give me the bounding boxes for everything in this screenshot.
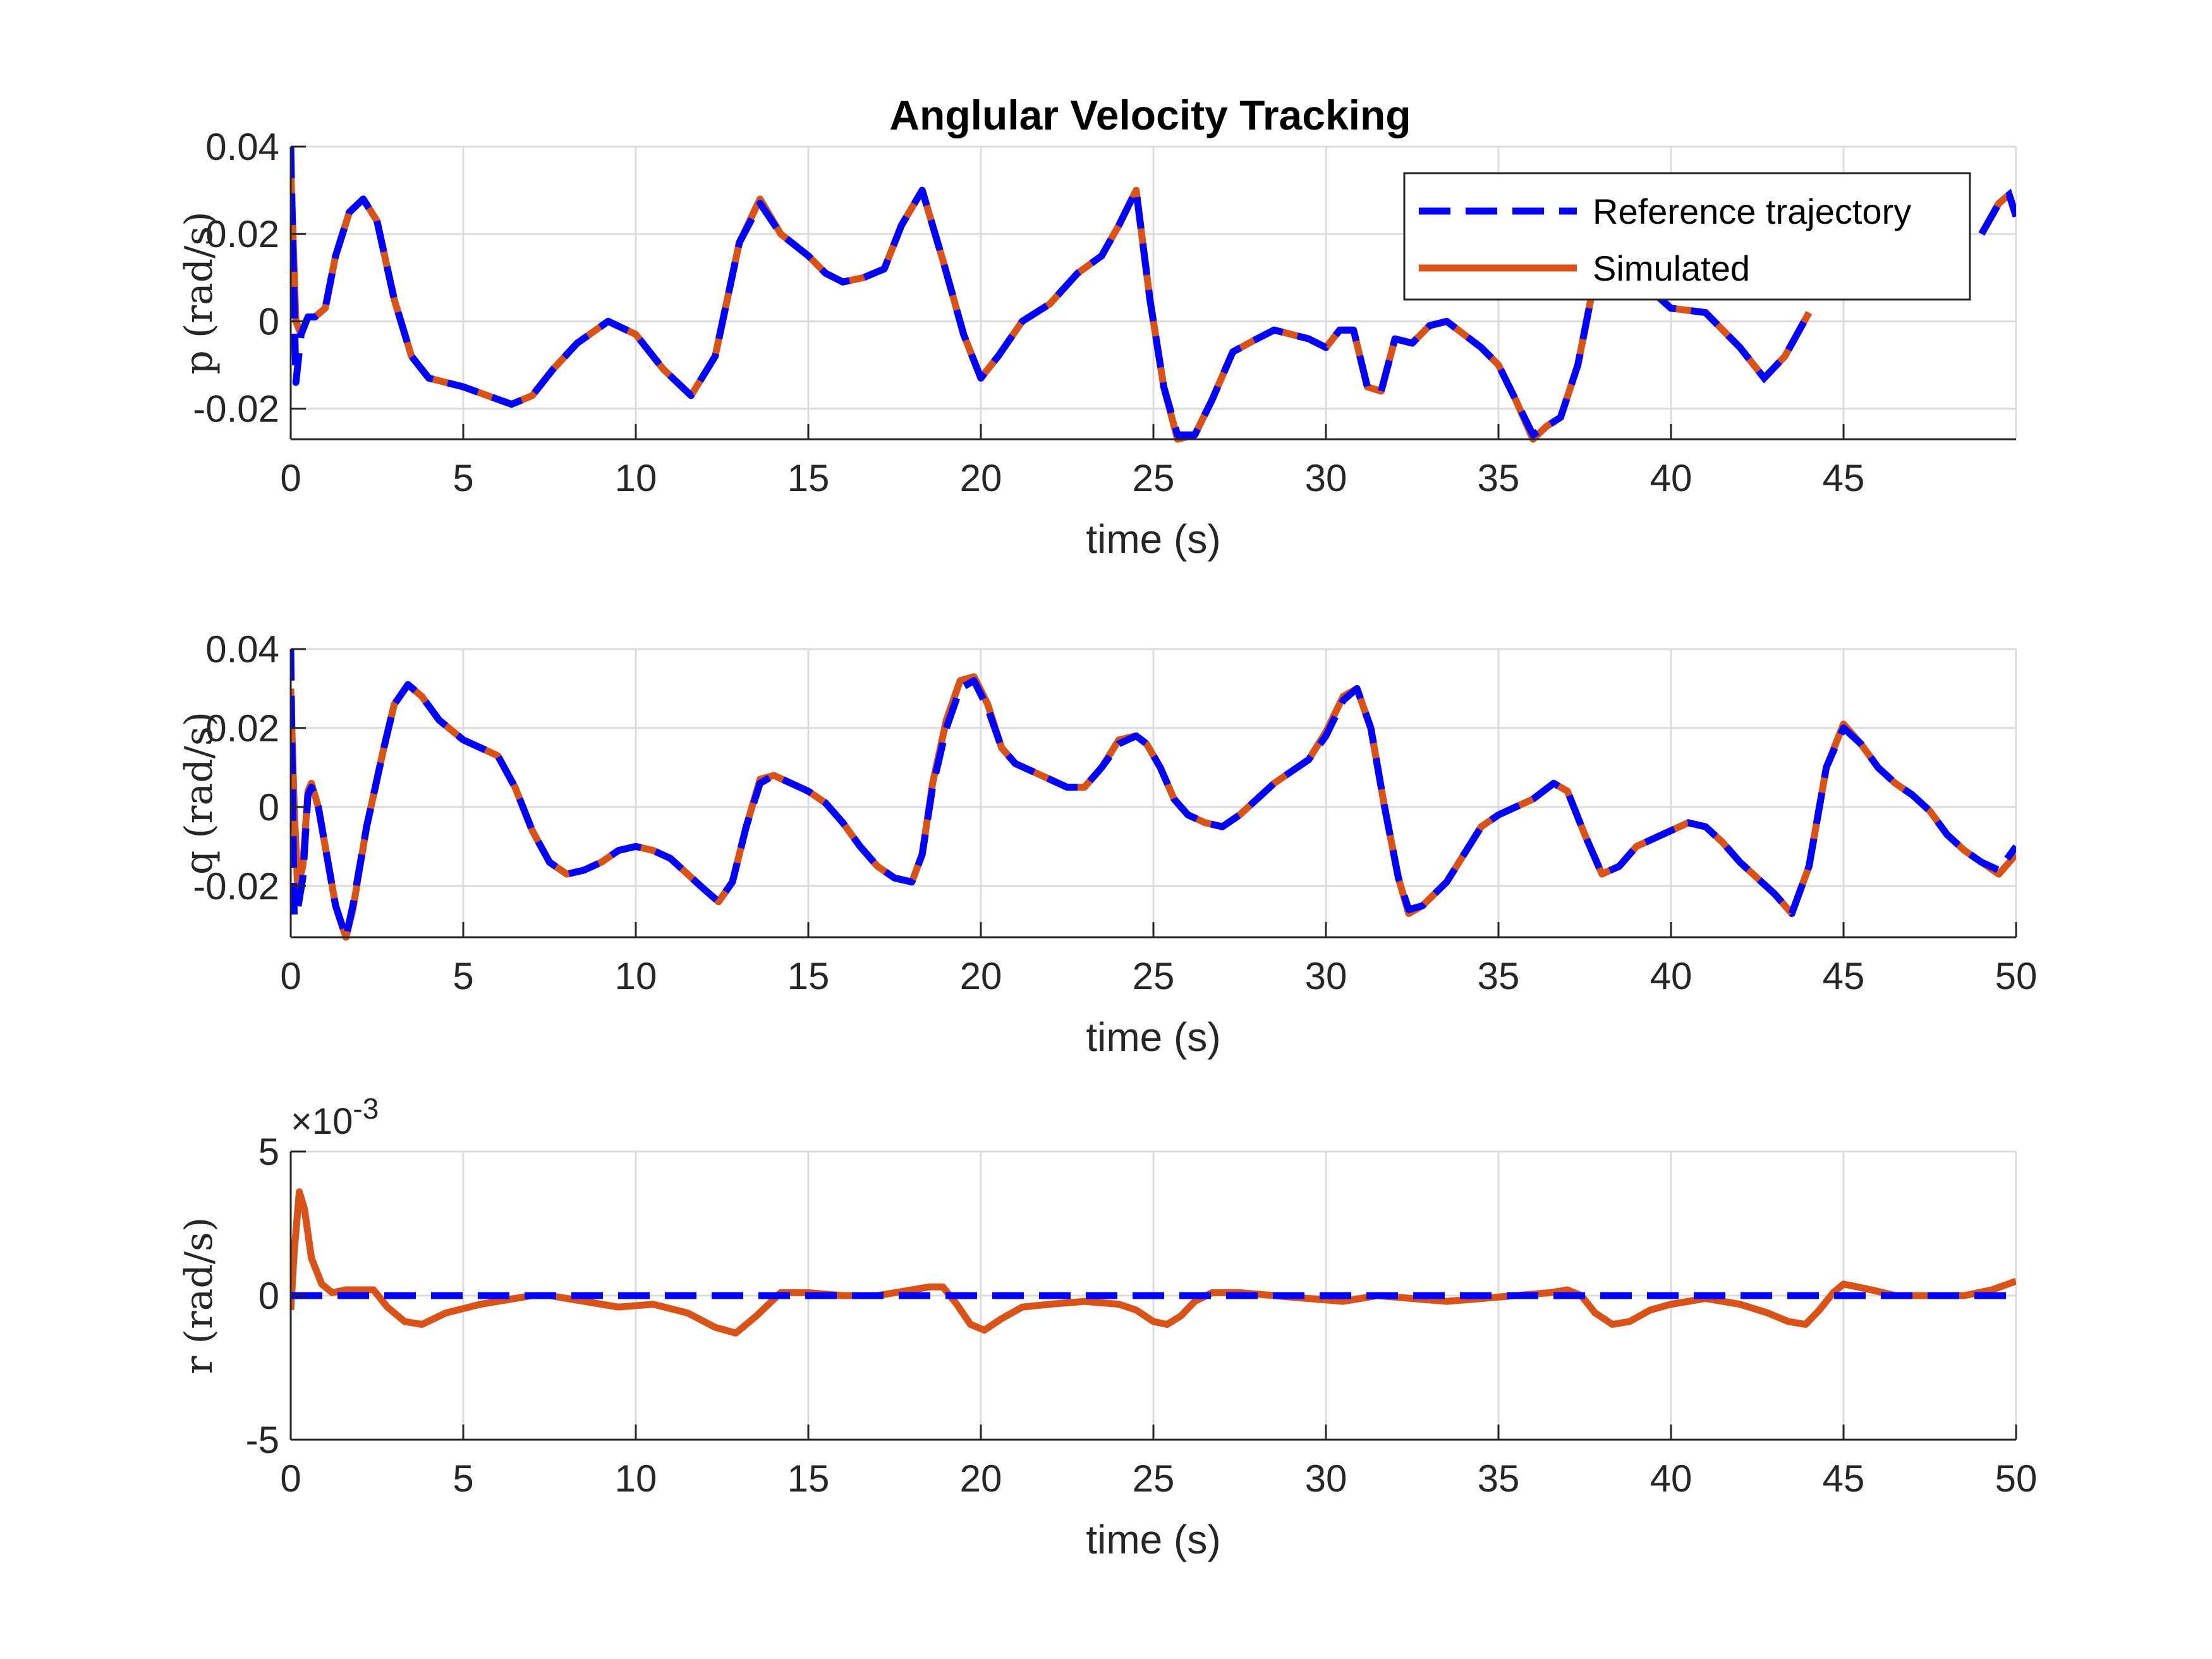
p-xtick-label-4: 20 (960, 457, 1002, 499)
r-plot-area (291, 1188, 2016, 1337)
p-x-axis-label: time (s) (1086, 516, 1220, 562)
r-xtick-label-7: 35 (1478, 1457, 1520, 1500)
p-ytick-label-3: 0.04 (205, 126, 279, 168)
r-xtick-label-9: 45 (1823, 1457, 1865, 1500)
p-xtick-label-1: 5 (453, 457, 473, 499)
q-plot-area (291, 648, 2016, 941)
r-xtick-label-10: 50 (1995, 1457, 2038, 1500)
q-xtick-label-5: 25 (1133, 955, 1175, 997)
p-series-tail-reference-1 (1978, 188, 2016, 236)
q-xtick-label-8: 40 (1650, 955, 1692, 997)
p-xtick-label-0: 0 (280, 457, 301, 499)
r-x-axis-label: time (s) (1086, 1517, 1220, 1562)
legend-label-reference: Reference trajectory (1593, 191, 1911, 231)
r-ytick-label-0: -5 (246, 1419, 279, 1461)
r-xtick-label-3: 15 (787, 1457, 830, 1500)
r-xtick-label-8: 40 (1650, 1457, 1692, 1500)
r-xtick-label-5: 25 (1133, 1457, 1175, 1500)
q-xtick-label-7: 35 (1478, 955, 1520, 997)
p-y-axis-label: p (rad/s) (177, 211, 221, 374)
q-xtick-label-10: 50 (1995, 955, 2038, 997)
r-y-exponent-label: ×10-3 (291, 1092, 379, 1142)
p-xtick-label-5: 25 (1133, 457, 1175, 499)
r-xtick-label-1: 5 (453, 1457, 473, 1500)
r-xtick-label-4: 20 (960, 1457, 1002, 1500)
p-xtick-label-2: 10 (615, 457, 657, 499)
q-ytick-label-2: 0.02 (205, 707, 279, 750)
r-xtick-label-0: 0 (280, 1457, 301, 1500)
r-xtick-label-6: 30 (1305, 1457, 1347, 1500)
r-series-simulated (291, 1188, 2016, 1337)
p-xtick-label-9: 45 (1823, 457, 1865, 499)
q-ytick-label-1: 0 (258, 786, 279, 829)
r-y-axis-label: r (rad/s) (177, 1217, 221, 1374)
q-xtick-label-4: 20 (960, 955, 1002, 997)
q-series-reference (291, 648, 2016, 941)
axes-q: 0 5 10 15 20 25 30 35 40 45 50 -0.02 0 0.02 0.04 time (… (177, 628, 2037, 1060)
q-xtick-label-9: 45 (1823, 955, 1865, 997)
chart-title: Anglular Velocity Tracking (889, 92, 1411, 138)
p-xtick-label-3: 15 (787, 457, 830, 499)
p-ytick-label-1: 0 (258, 300, 279, 343)
q-ytick-label-0: -0.02 (193, 865, 279, 908)
q-x-axis-label: time (s) (1086, 1014, 1220, 1060)
p-ytick-label-2: 0.02 (205, 213, 279, 255)
p-xtick-label-7: 35 (1478, 457, 1520, 499)
legend-label-simulated: Simulated (1593, 248, 1750, 288)
p-xtick-label-8: 40 (1650, 457, 1692, 499)
q-xtick-label-3: 15 (787, 955, 830, 997)
q-ytick-label-3: 0.04 (205, 628, 279, 671)
p-ytick-label-0: -0.02 (193, 388, 279, 430)
legend: Reference trajectory Simulated (1403, 172, 1971, 301)
r-xtick-label-2: 10 (615, 1457, 657, 1500)
q-y-axis-label: q (rad/s) (177, 712, 221, 875)
q-xtick-label-6: 30 (1305, 955, 1347, 997)
q-xtick-label-1: 5 (453, 955, 473, 997)
r-ytick-label-2: 5 (258, 1131, 279, 1173)
r-ytick-label-1: 0 (258, 1275, 279, 1317)
p-xtick-label-6: 30 (1305, 457, 1347, 499)
legend-box (1403, 172, 1971, 301)
q-xtick-label-2: 10 (615, 955, 657, 997)
p-series-reference (291, 146, 1606, 439)
q-xtick-label-0: 0 (280, 955, 301, 997)
